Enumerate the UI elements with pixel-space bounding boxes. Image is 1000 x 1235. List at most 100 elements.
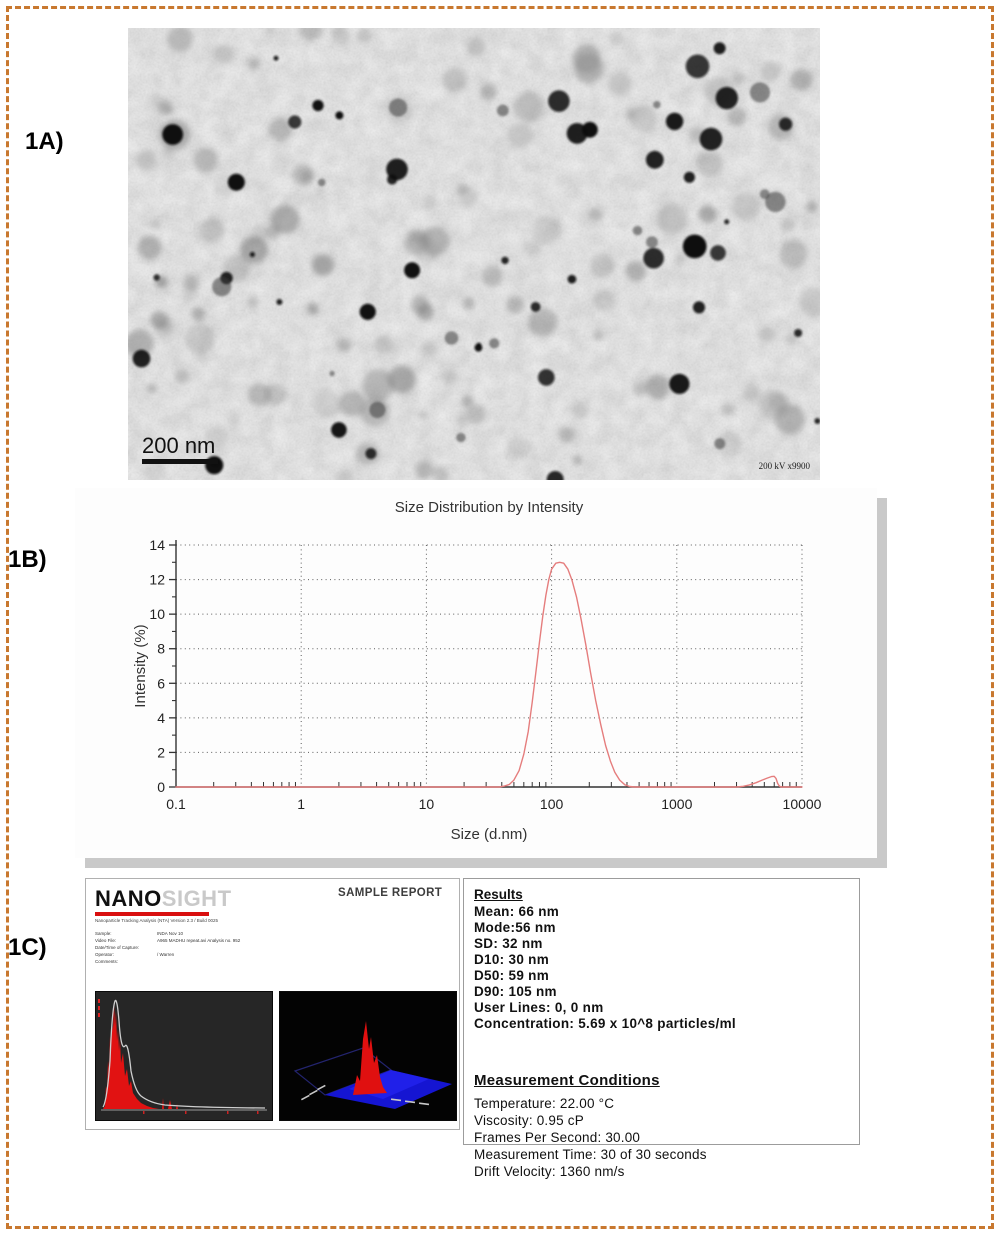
size-distribution-chart: 0 2 4 6 8 10 12 14 0.1 1 10 100 1000 10000 Size Distri… <box>132 499 822 843</box>
tem-particle <box>247 296 259 308</box>
tem-particle <box>692 301 706 314</box>
nta-histogram-thumbnail <box>95 991 273 1121</box>
tem-particle <box>724 219 730 225</box>
nta-3d-plot-thumbnail <box>279 991 457 1121</box>
tem-particle <box>548 90 570 112</box>
tem-particle <box>489 338 500 349</box>
tem-particle <box>312 389 341 418</box>
x-tick-label: 1000 <box>661 796 692 812</box>
nta-version-line: Nanoparticle Tracking Analysis (NTA) Ver… <box>95 918 218 923</box>
tem-micrograph: 200 nm 200 kV x9900 <box>125 17 830 488</box>
axis-mark <box>143 1111 145 1114</box>
tem-particle <box>530 302 541 312</box>
tem-stamp: 200 kV x9900 <box>759 461 811 471</box>
plot3d-axis-labels <box>300 1084 430 1106</box>
tem-particle <box>593 289 616 312</box>
tem-particle <box>567 274 577 284</box>
panel-c-label: 1C) <box>8 934 47 961</box>
tem-particle <box>765 191 786 213</box>
tem-particle <box>456 183 469 196</box>
intensity-curve <box>175 561 803 788</box>
tem-particle <box>317 178 326 187</box>
tem-particle <box>656 203 688 235</box>
x-tick-label: 10000 <box>783 796 822 812</box>
tem-particle <box>717 431 742 457</box>
nta-results-panel: Results Mean: 66 nm Mode:56 nm SD: 32 nm… <box>463 878 860 1179</box>
tem-particle <box>665 112 684 131</box>
tem-particle <box>461 395 475 409</box>
y-tick-label: 14 <box>149 537 165 553</box>
tem-particle <box>240 236 268 264</box>
x-tick-label: 0.1 <box>166 796 186 812</box>
histogram-background <box>95 991 273 1121</box>
histogram-red-bars <box>103 1003 178 1109</box>
y-tick-label: 2 <box>157 744 165 760</box>
report-metadata: Sample: INDA Nov 10 Video File: A965 MADHU… <box>95 930 240 965</box>
tem-particle <box>313 185 324 196</box>
tem-particle <box>270 204 300 234</box>
tem-particle <box>167 26 193 52</box>
tem-particle <box>759 326 775 343</box>
tem-particle <box>572 455 583 466</box>
tem-particle <box>386 158 408 181</box>
tem-particle <box>306 303 319 315</box>
tem-particle <box>790 68 812 91</box>
tem-particle <box>247 382 272 406</box>
tem-particle <box>794 329 803 337</box>
tem-particle <box>422 340 437 356</box>
size-distribution-panel: 0 2 4 6 8 10 12 14 0.1 1 10 100 1000 10000 Size Distri… <box>75 488 877 858</box>
tem-faint-particles <box>125 17 830 488</box>
tem-particle <box>589 254 614 279</box>
tem-particle <box>456 413 470 427</box>
y-tick-label: 8 <box>157 641 165 657</box>
condition-line: Viscosity: 0.95 cP <box>474 1113 584 1128</box>
tem-dark-particles <box>132 42 821 488</box>
tem-particle <box>698 205 717 224</box>
tem-particle <box>466 404 486 424</box>
nanosight-logo-underline <box>95 912 209 916</box>
meta-row: Date/Time of Capture: <box>95 945 140 950</box>
results-line: Mode:56 nm <box>474 920 556 935</box>
condition-line: Measurement Time: 30 of 30 seconds <box>474 1147 707 1162</box>
y-tick-label: 0 <box>157 779 165 795</box>
tem-particle <box>629 105 657 133</box>
tem-particle <box>558 426 575 444</box>
meta-row: Comments: <box>95 959 119 964</box>
tem-scale-label: 200 nm <box>142 433 215 458</box>
meta-row: Operator: / Warren <box>95 952 175 957</box>
axis-mark <box>257 1111 259 1114</box>
results-line: User Lines: 0, 0 nm <box>474 1000 604 1015</box>
tem-particle <box>646 236 658 249</box>
tem-particle <box>480 83 497 100</box>
x-tick-label: 10 <box>419 796 435 812</box>
tem-particle <box>476 342 482 348</box>
tem-particle <box>685 54 710 79</box>
tem-particle <box>164 105 174 115</box>
tem-particle <box>125 329 154 358</box>
tem-particle <box>683 171 696 183</box>
tem-particle <box>481 265 503 287</box>
tem-particle <box>212 277 232 297</box>
tem-particle <box>696 150 723 177</box>
tem-particle <box>144 461 167 484</box>
tem-particle <box>373 335 393 355</box>
plot3d-red-peak <box>353 1021 387 1095</box>
tem-particle <box>226 414 240 428</box>
tem-particle <box>414 461 433 479</box>
condition-line: Temperature: 22.00 °C <box>474 1096 615 1111</box>
y-tick-label: 10 <box>149 606 165 622</box>
tem-particle <box>456 432 466 443</box>
chart-title: Size Distribution by Intensity <box>395 499 584 516</box>
tem-particle <box>137 235 162 260</box>
tem-particle <box>710 245 726 261</box>
sample-report-title: SAMPLE REPORT <box>338 887 443 899</box>
tem-particle <box>311 254 333 275</box>
tem-particle <box>188 442 199 453</box>
tem-particle <box>312 99 324 112</box>
nanosight-logo-primary: NANO <box>95 886 162 911</box>
meta-row: Video File: A965 MADHU repeat.avi Analysi… <box>95 938 241 943</box>
tem-particle <box>467 38 486 57</box>
results-line: D50: 59 nm <box>474 968 550 983</box>
y-axis-label: Intensity (%) <box>132 624 149 707</box>
tem-particle <box>331 26 351 46</box>
